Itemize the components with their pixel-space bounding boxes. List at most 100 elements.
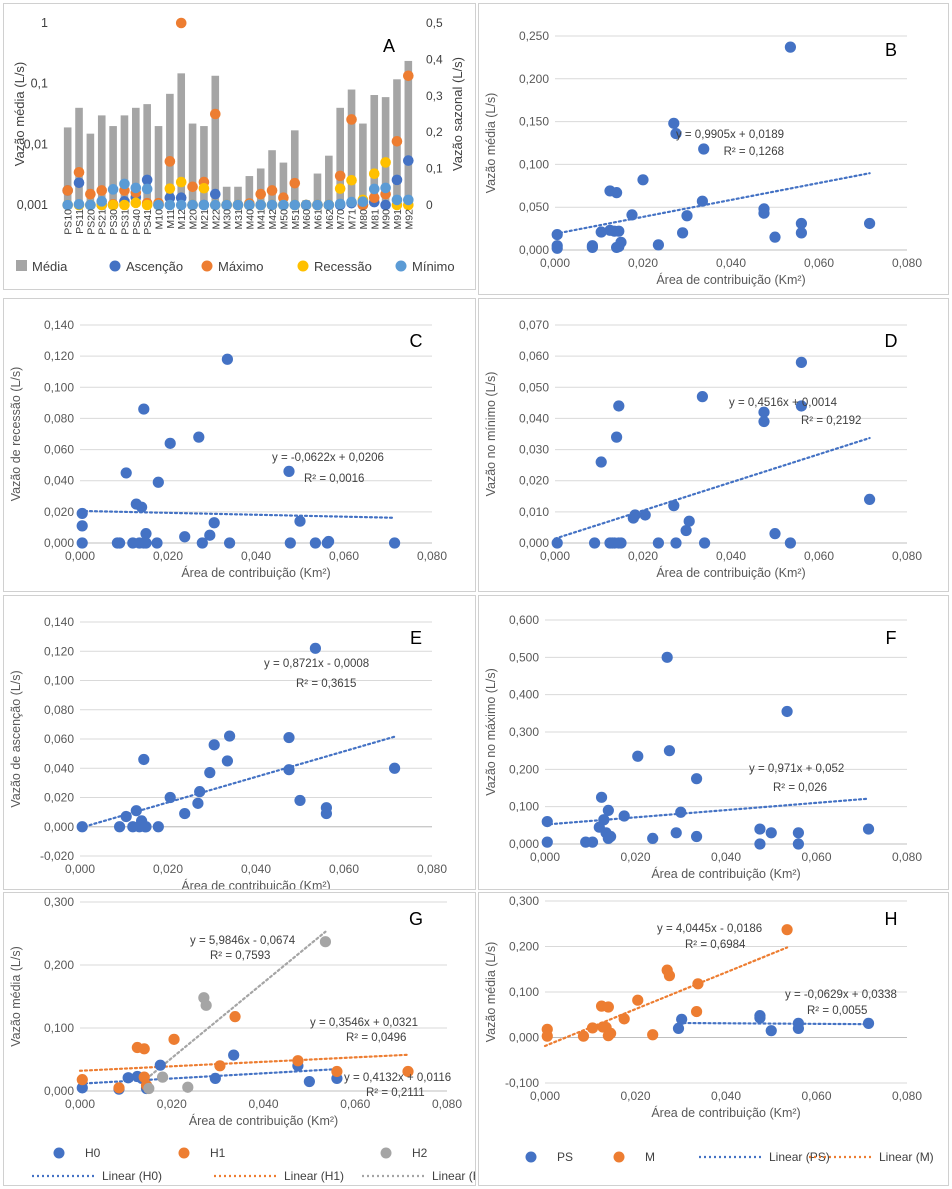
legend-label: Linear (PS) [769, 1150, 830, 1164]
data-point [119, 199, 130, 211]
data-point [541, 1030, 553, 1042]
data-point [209, 199, 221, 211]
data-point [187, 181, 198, 193]
data-point [164, 156, 176, 167]
data-point [661, 651, 673, 663]
x-tick-label: 0,060 [801, 1089, 831, 1103]
data-point [244, 199, 255, 211]
data-point [182, 1081, 194, 1093]
x-tick-label: 0,080 [417, 549, 447, 563]
chart-panel-c: 0,000 0,020 0,040 0,060 0,080 0,100 0,120 0,140… [3, 298, 476, 592]
chart-b: 0,000 0,050 0,100 0,150 0,200 0,250 0,000 0,020… [484, 29, 922, 287]
y-tick-label: 0,120 [44, 349, 74, 363]
data-point [334, 170, 346, 182]
legend-label: H2 [412, 1146, 428, 1160]
x-tick-label: M81 [369, 209, 381, 230]
bar [132, 107, 140, 205]
data-point [164, 199, 176, 211]
data-point [784, 537, 796, 549]
data-point [696, 391, 708, 403]
chart-panel-e: -0,020 0,000 0,020 0,040 0,060 0,080 0,100 0,12… [3, 595, 476, 890]
trendline [553, 172, 871, 235]
bar [154, 126, 163, 205]
bar [222, 186, 231, 205]
chart-panel-g: 0,000 0,100 0,200 0,300 0,000 0,020 0,040 0,060… [3, 892, 476, 1186]
data-point [153, 199, 164, 211]
legend-label: H1 [210, 1146, 226, 1160]
y-axis-title: Vazão média (L/s) [12, 62, 27, 167]
y-tick-label: 0,100 [519, 157, 549, 171]
y-tick-label: 0,000 [519, 243, 549, 257]
data-point [138, 403, 150, 415]
data-point [346, 114, 357, 125]
data-point [611, 431, 623, 443]
chart-panel-b: 0,000 0,050 0,100 0,150 0,200 0,250 0,000 0,020… [478, 3, 949, 295]
data-point [637, 174, 649, 186]
data-point [676, 1013, 688, 1025]
data-point [76, 821, 88, 833]
data-point [73, 198, 85, 210]
x-tick-label: 0,020 [628, 549, 658, 563]
data-point [312, 199, 323, 211]
data-point [152, 821, 164, 833]
data-point [73, 166, 85, 178]
y-tick-label: 0,000 [44, 1084, 74, 1098]
trendline-equation: y = -0,0622x + 0,0206 [272, 452, 384, 464]
data-point [864, 217, 876, 230]
x-tick-label: M90 [381, 209, 393, 230]
trendline-equation: y = 0,8721x - 0,0008 [264, 658, 369, 670]
y-tick-label: -0,020 [40, 849, 74, 863]
data-point [690, 830, 703, 843]
y-tick-label: 0,200 [509, 940, 539, 954]
data-point [209, 108, 221, 120]
panel-letter: E [410, 628, 422, 648]
data-point [670, 827, 682, 839]
data-point [294, 515, 306, 527]
data-point [586, 1022, 599, 1034]
legend-marker [395, 260, 407, 272]
data-point [862, 823, 875, 835]
data-point [198, 182, 210, 194]
bar [404, 60, 413, 206]
y2-axis-title: Vazão sazonal (L/s) [450, 57, 465, 171]
data-point [208, 739, 220, 751]
data-point [114, 537, 126, 549]
data-point [758, 415, 770, 428]
data-point [551, 228, 563, 241]
data-point [175, 192, 187, 204]
panel-letter: A [383, 36, 395, 56]
x-tick-label: 0,020 [153, 862, 183, 876]
data-point [346, 196, 357, 208]
panel-letter: H [885, 909, 898, 929]
bar [143, 104, 151, 205]
legend-marker [380, 1147, 392, 1159]
bar [347, 89, 356, 205]
bar [188, 123, 197, 205]
data-point [164, 192, 176, 204]
data-point [690, 773, 703, 785]
trendline-equation: y = 5,9846x - 0,0674 [190, 935, 296, 947]
data-point [618, 1013, 630, 1025]
y-tick-label: 0,01 [24, 137, 48, 151]
bar [325, 155, 333, 205]
trendline-equation: y = 0,9905x + 0,0189 [676, 129, 784, 141]
data-point [615, 537, 627, 549]
data-point [164, 437, 176, 449]
x-tick-label: M12 [176, 209, 188, 230]
y-axis-title: Vazão média (L/s) [484, 942, 498, 1043]
bar [177, 73, 186, 205]
data-point [303, 1075, 315, 1088]
data-point [402, 1065, 414, 1078]
trendline-equation: y = 4,0445x - 0,0186 [657, 923, 762, 935]
bar [279, 162, 288, 205]
data-point [595, 791, 608, 803]
chart-c: 0,000 0,020 0,040 0,060 0,080 0,100 0,120 0,140… [9, 318, 447, 580]
x-tick-label: M60 [301, 209, 313, 230]
data-point [334, 183, 346, 194]
data-point [266, 185, 278, 196]
y-tick-label: 0,000 [44, 820, 74, 834]
data-point [221, 199, 232, 211]
data-point [368, 192, 380, 204]
data-point [85, 188, 96, 200]
x-tick-label: M62 [324, 209, 336, 230]
